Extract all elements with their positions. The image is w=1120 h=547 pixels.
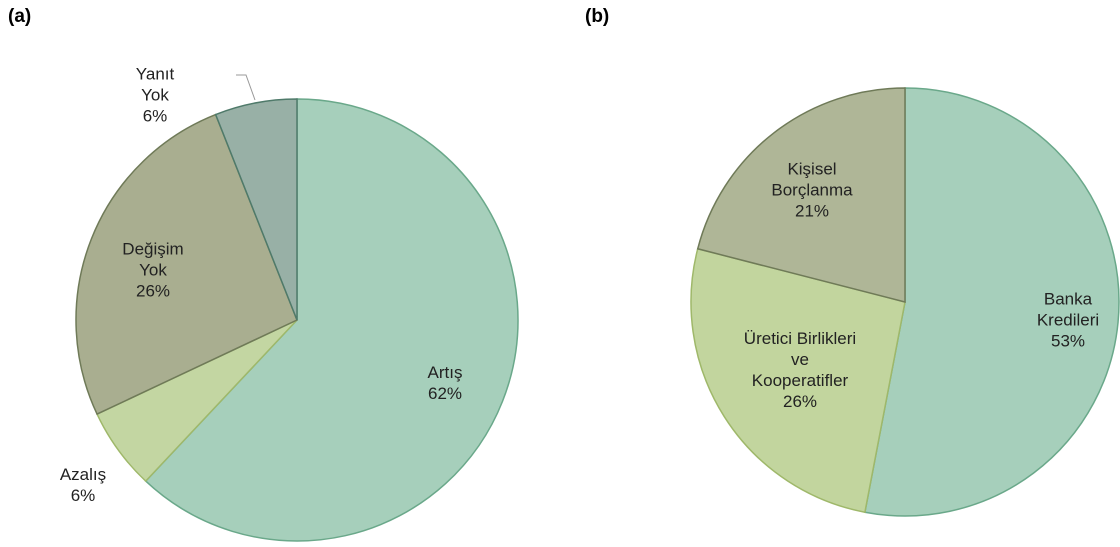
value-label: 53% (1050, 331, 1086, 351)
slice-label: Azalış 6% (53, 464, 113, 506)
category-label: Üretici Birlikleri ve Kooperatifler (743, 329, 857, 390)
value-label: 21% (794, 201, 830, 221)
panel-label: (a) (8, 6, 32, 27)
value-label: 6% (70, 486, 96, 505)
category-label: Yanıt Yok (135, 64, 175, 105)
pie-slice (690, 247, 906, 514)
category-label: Azalış (59, 465, 107, 484)
slice-label: Değişim Yok 26% (113, 239, 193, 302)
slice-label: Üretici Birlikleri ve Kooperatifler 26% (743, 328, 858, 412)
category-label: Artış (427, 363, 463, 382)
category-label: Banka Kredileri (1036, 289, 1100, 330)
pie-slice (214, 98, 298, 321)
panel-label: (b) (585, 6, 610, 27)
leader-line (236, 74, 256, 101)
value-label: 26% (782, 392, 818, 411)
slice-label: Banka Kredileri 53% (1023, 289, 1113, 352)
category-label: Kişisel Borçlanma (771, 159, 853, 200)
pie-slice (696, 87, 906, 303)
slice-label: Kişisel Borçlanma 21% (762, 159, 862, 222)
category-label: Değişim Yok (122, 239, 184, 280)
pie-slice (144, 98, 519, 542)
value-label: 62% (427, 384, 463, 403)
slice-label: Yanıt Yok 6% (125, 64, 185, 127)
value-label: 6% (142, 106, 168, 126)
slice-label: Artış 62% (410, 362, 480, 404)
pie-slice (864, 87, 1120, 517)
value-label: 26% (135, 281, 171, 301)
pie-slice (75, 113, 298, 416)
